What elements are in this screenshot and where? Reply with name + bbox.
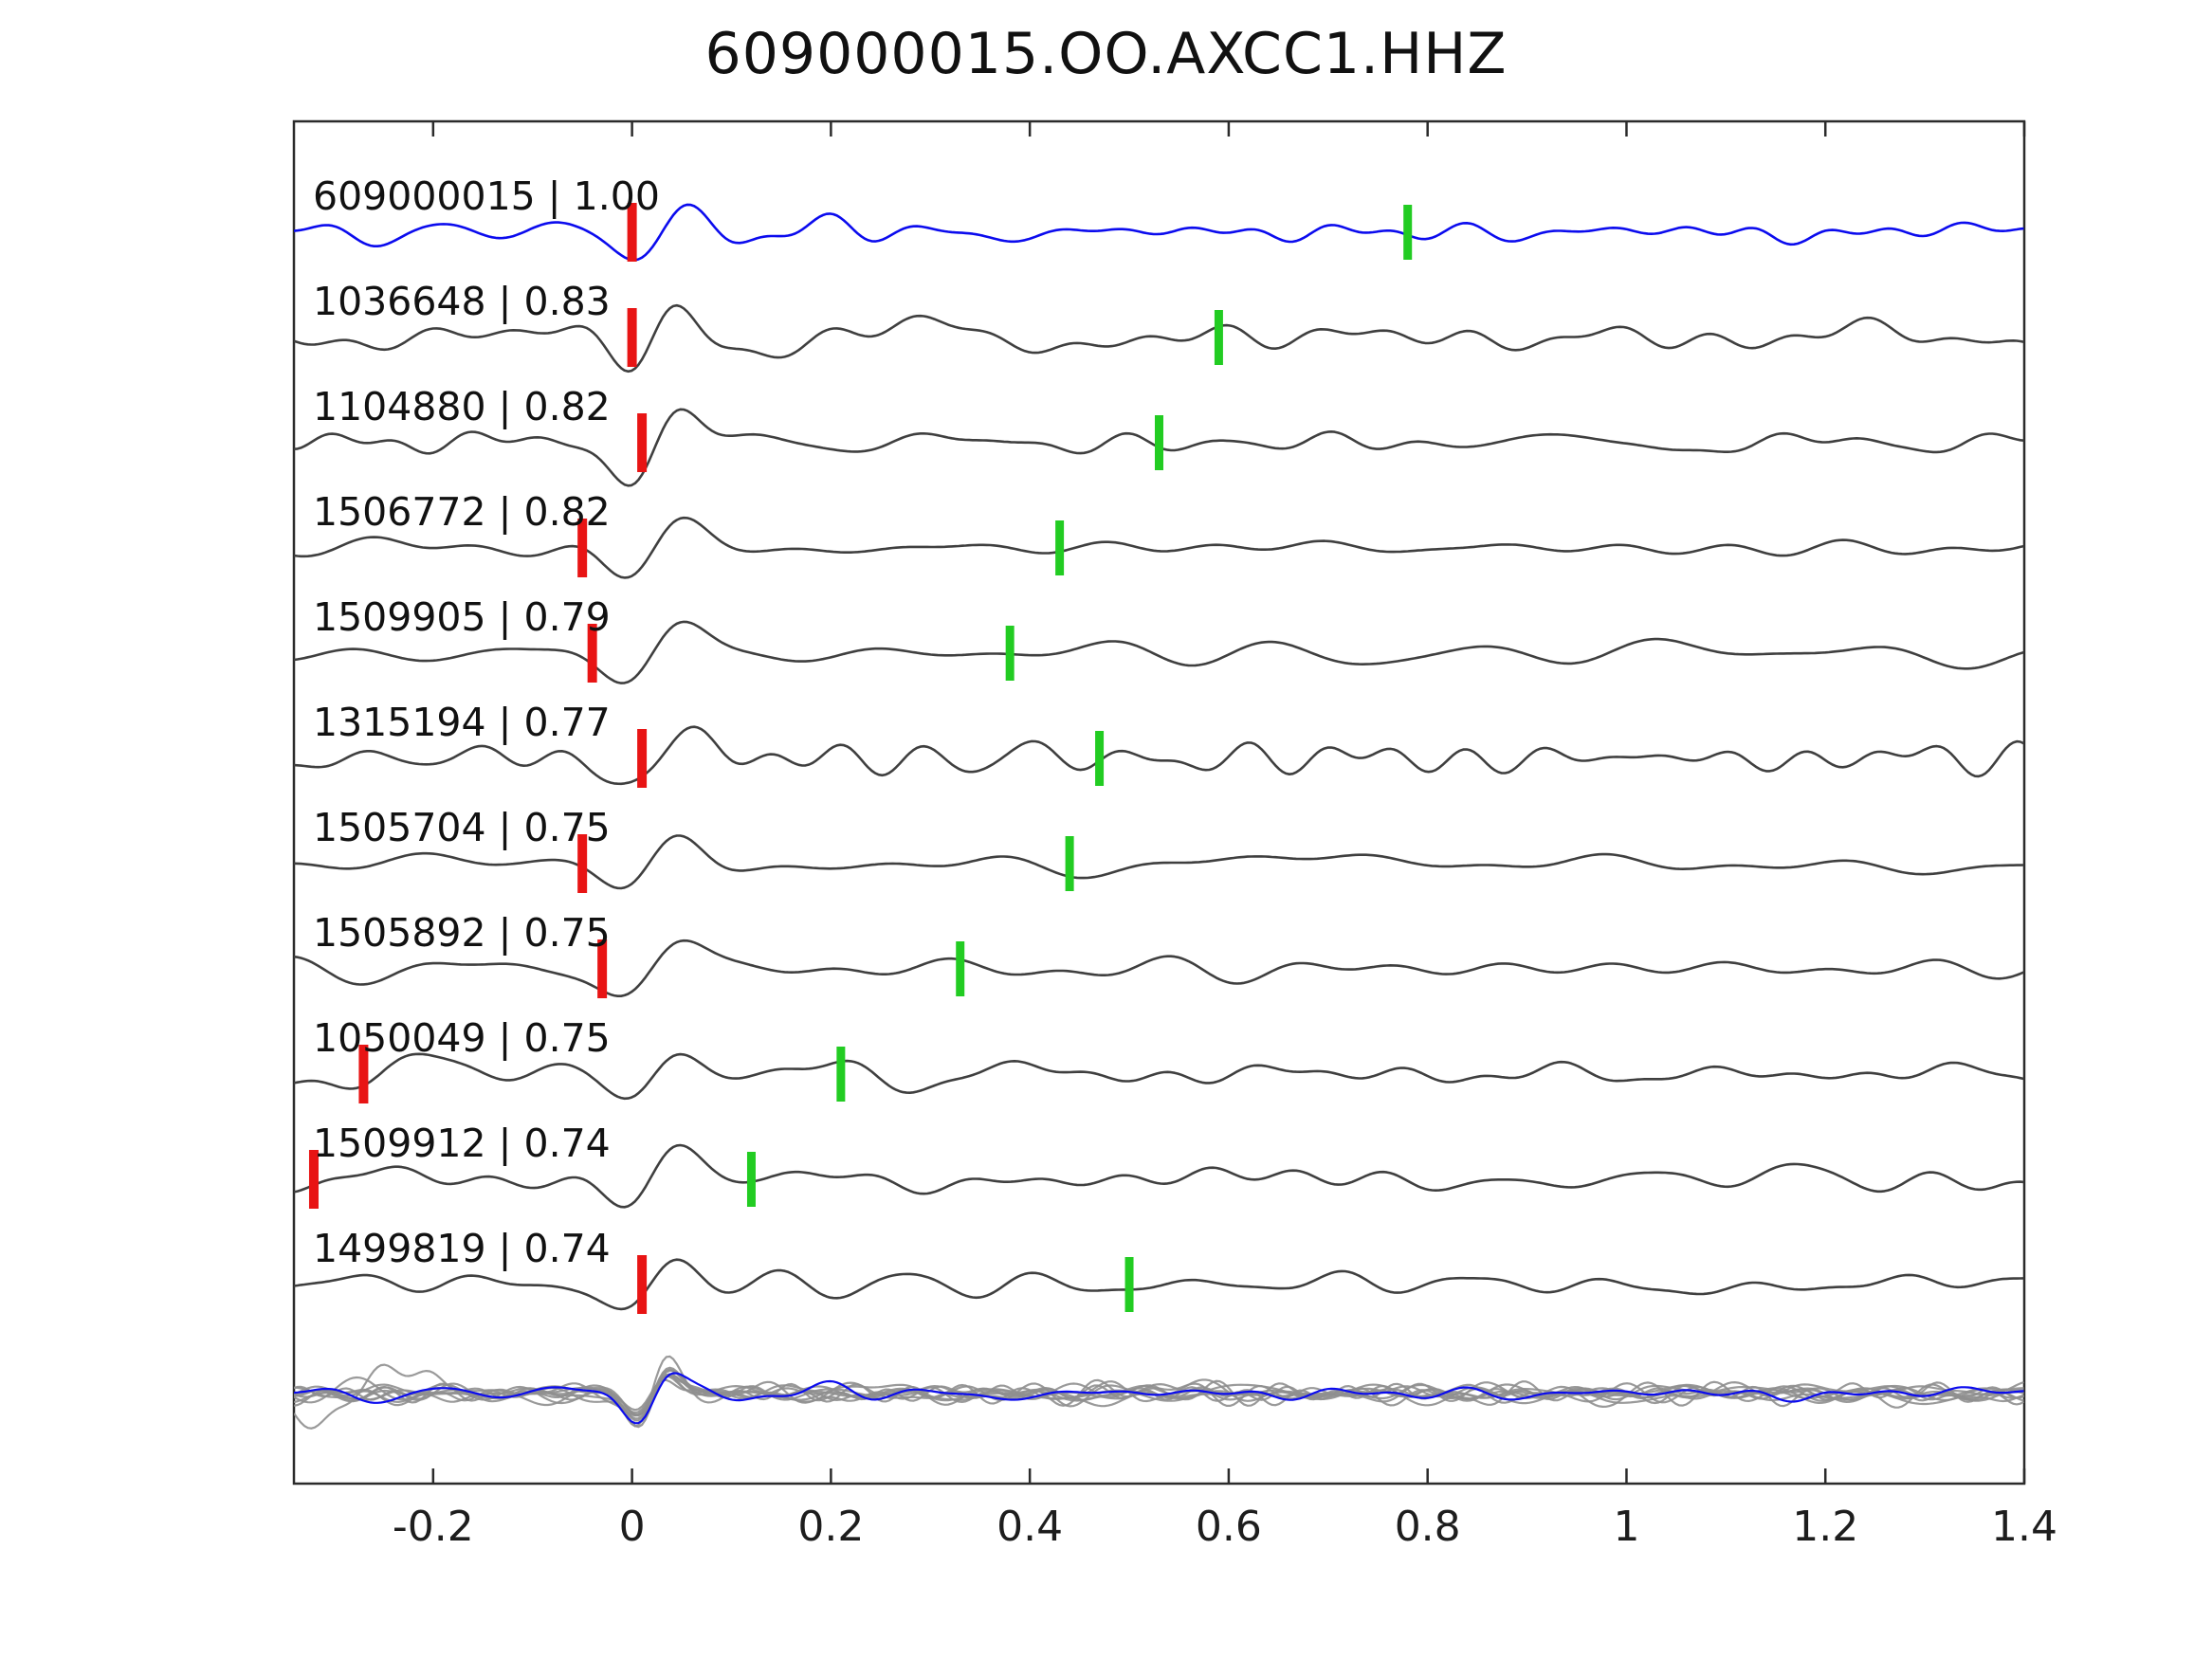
waveform-trace	[294, 1052, 2024, 1101]
x-tick-label: 1	[1613, 1503, 1639, 1551]
trace-row	[294, 620, 2024, 684]
waveform-trace	[294, 203, 2024, 262]
waveform-trace	[294, 620, 2024, 684]
x-tick-label: 0.4	[996, 1503, 1063, 1551]
x-tick-label: 0.6	[1196, 1503, 1262, 1551]
trace-label: 1315194 | 0.77	[313, 700, 611, 745]
trace-row	[294, 1143, 2024, 1209]
trace-row	[294, 516, 2024, 579]
trace-row	[294, 725, 2024, 788]
trace-label: 1506772 | 0.82	[313, 489, 611, 535]
x-tick-label: -0.2	[393, 1503, 474, 1551]
trace-label: 1509912 | 0.74	[313, 1121, 611, 1166]
trace-label: 609000015 | 1.00	[313, 173, 660, 219]
waveform-trace	[294, 939, 2024, 997]
trace-label: 1499819 | 0.74	[313, 1226, 611, 1271]
trace-label: 1036648 | 0.83	[313, 279, 611, 324]
x-tick-label: 0.8	[1395, 1503, 1461, 1551]
overlay-reference-trace	[294, 1372, 2024, 1425]
plot-frame	[292, 119, 2026, 1486]
trace-label: 1505892 | 0.75	[313, 910, 611, 956]
waveform-trace	[294, 1143, 2024, 1209]
x-tick-label: 1.2	[1792, 1503, 1858, 1551]
trace-row	[294, 203, 2024, 262]
overlay-gray-trace	[294, 1375, 2024, 1422]
trace-row	[294, 303, 2024, 374]
x-tick-label: 0	[619, 1503, 646, 1551]
waveform-trace	[294, 303, 2024, 374]
waveform-trace	[294, 1258, 2024, 1311]
waveform-trace	[294, 725, 2024, 786]
trace-label: 1505704 | 0.75	[313, 805, 611, 850]
trace-row	[294, 834, 2024, 893]
trace-row	[294, 1255, 2024, 1314]
overlay-gray-trace	[294, 1378, 2024, 1412]
trace-label: 1509905 | 0.79	[313, 594, 611, 640]
chart-title: 609000015.OO.AXCC1.HHZ	[704, 21, 1508, 87]
x-tick-label: 1.4	[1991, 1503, 2057, 1551]
trace-row	[294, 408, 2024, 487]
trace-label: 1050049 | 0.75	[313, 1015, 611, 1061]
trace-label: 1104880 | 0.82	[313, 384, 611, 429]
trace-row	[294, 939, 2024, 998]
traces-layer	[294, 203, 2024, 1430]
trace-row	[294, 1045, 2024, 1103]
x-tick-label: 0.2	[797, 1503, 864, 1551]
